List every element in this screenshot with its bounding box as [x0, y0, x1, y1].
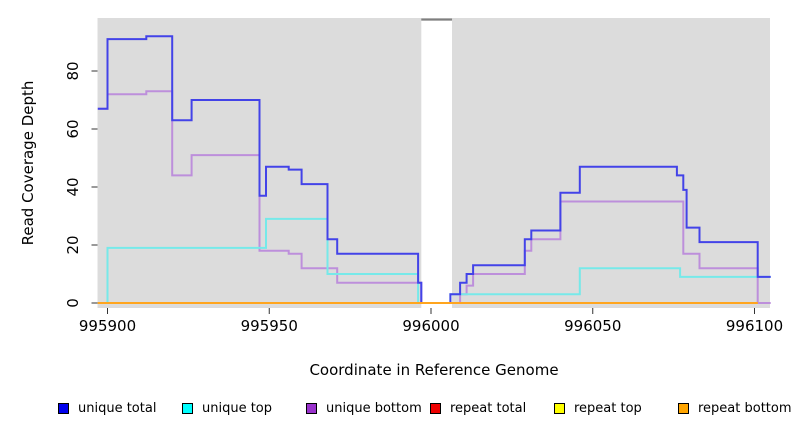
legend-swatch-icon — [554, 402, 565, 414]
legend-swatch-icon — [182, 402, 193, 414]
legend-swatch-icon — [306, 402, 317, 414]
series-line-unique-top — [97, 217, 771, 304]
y-tick-label: 20 — [64, 235, 82, 255]
series-line-unique-total — [97, 35, 771, 304]
legend-swatch-icon — [430, 402, 441, 414]
coverage-gap-region — [421, 21, 453, 308]
x-tick-label: 996000 — [402, 317, 460, 335]
legend-item-unique-top: unique top — [182, 400, 273, 416]
y-tick-label: 0 — [64, 298, 82, 308]
legend-item-repeat-bottom: repeat bottom — [678, 400, 792, 416]
legend-item-unique-total: unique total — [58, 400, 157, 416]
legend-item-repeat-top: repeat top — [554, 400, 642, 416]
y-axis-label: Read Coverage Depth — [19, 80, 37, 246]
legend-swatch-icon — [678, 402, 689, 414]
legend-label: unique top — [202, 400, 273, 416]
x-tick-label: 996050 — [564, 317, 622, 335]
x-tick-label: 995950 — [240, 317, 298, 335]
legend-label: unique total — [78, 400, 157, 416]
y-tick-label: 40 — [64, 177, 82, 197]
legend-label: repeat total — [450, 400, 527, 416]
legend-label: unique bottom — [326, 400, 422, 416]
legend-label: repeat top — [574, 400, 642, 416]
legend-swatch-icon — [58, 402, 69, 414]
x-tick-label: 995900 — [78, 317, 137, 335]
y-tick-label: 60 — [64, 119, 82, 139]
y-tick-label: 80 — [64, 61, 82, 81]
x-tick-label: 996100 — [725, 317, 784, 335]
legend-item-repeat-total: repeat total — [430, 400, 527, 416]
legend-label: repeat bottom — [698, 400, 792, 416]
x-axis-label: Coordinate in Reference Genome — [309, 361, 559, 379]
legend-item-unique-bottom: unique bottom — [306, 400, 422, 416]
